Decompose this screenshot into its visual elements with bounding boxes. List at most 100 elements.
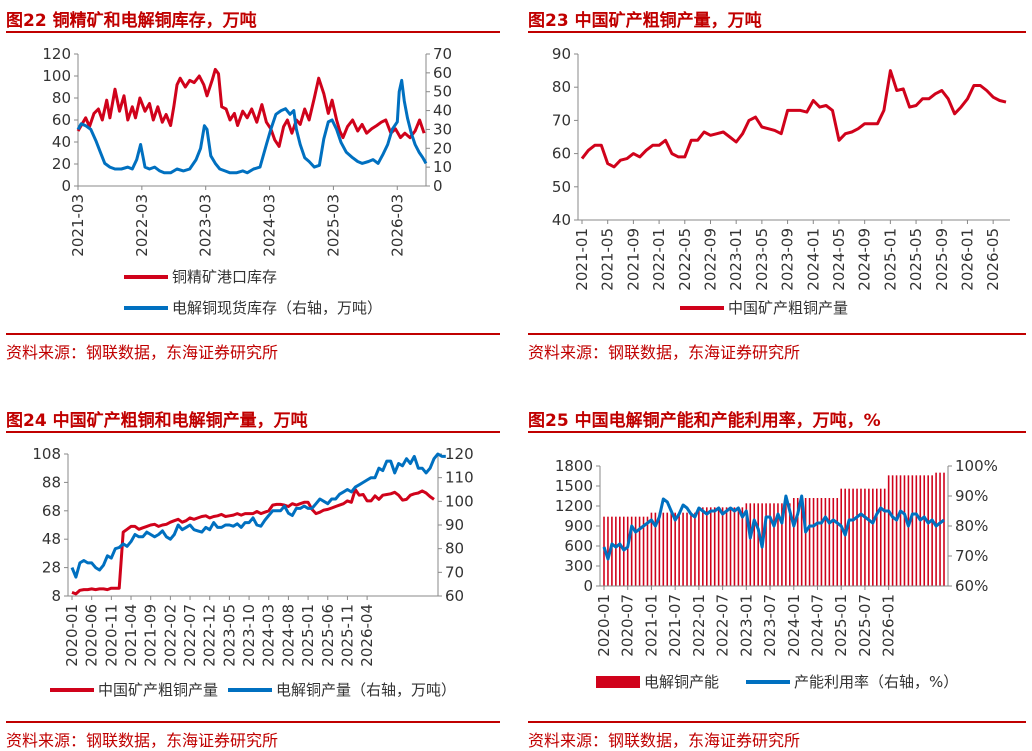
- x-tick-label: 2020-01: [63, 604, 81, 667]
- capacity-bar: [717, 507, 720, 586]
- capacity-bar: [899, 475, 902, 586]
- capacity-bar: [741, 507, 744, 586]
- source-rule: [6, 333, 500, 335]
- capacity-bar: [935, 472, 937, 586]
- y-tick-label: 20: [52, 155, 71, 173]
- y-tick-label: 120: [42, 45, 71, 63]
- capacity-bar: [820, 498, 823, 586]
- capacity-bar: [879, 488, 882, 586]
- y2-tick-label: 120: [445, 445, 474, 463]
- capacity-bar: [943, 472, 945, 586]
- capacity-bar: [666, 512, 669, 586]
- x-tick-label: 2023-09: [779, 228, 797, 291]
- x-tick-label: 2026-01: [880, 594, 898, 657]
- capacity-bar: [777, 503, 779, 586]
- y2-tick-label: 80: [445, 540, 464, 558]
- x-tick-label: 2023-05: [220, 604, 238, 667]
- series-line: [602, 494, 945, 561]
- source-note: 资料来源：钢联数据，东海证券研究所: [528, 731, 801, 750]
- capacity-bar: [848, 488, 850, 586]
- title-rule: [6, 431, 500, 433]
- title-rule: [528, 31, 1026, 33]
- y-tick-label: 70: [552, 111, 571, 129]
- y-tick-label: 40: [552, 211, 571, 229]
- x-tick-label: 2026-01: [958, 228, 976, 291]
- x-tick-label: 2021-09: [142, 604, 160, 667]
- x-tick-label: 2024-09: [856, 228, 874, 291]
- capacity-bar: [646, 516, 649, 586]
- x-tick-label: 2026-03: [388, 194, 406, 257]
- y2-tick-label: 20: [433, 139, 452, 157]
- capacity-bar: [713, 507, 716, 586]
- title-rule: [528, 431, 1026, 433]
- chart-panel-1: 图22 铜精矿和电解铜库存，万吨 0 20 40 60 80 100 120 0 10 20 30 4…: [6, 0, 506, 370]
- capacity-bar: [658, 512, 661, 586]
- y2-tick-label: 100: [445, 492, 474, 510]
- y-tick-label: 80: [52, 89, 71, 107]
- y2-tick-label: 110: [445, 469, 474, 487]
- source-note: 资料来源：钢联数据，东海证券研究所: [6, 731, 279, 750]
- capacity-bar: [919, 475, 922, 586]
- x-tick-label: 2023-10: [240, 604, 258, 667]
- series-line: [76, 78, 428, 175]
- capacity-bar: [749, 503, 752, 586]
- y-tick-label: 90: [552, 45, 571, 63]
- capacity-bar: [804, 498, 807, 586]
- x-tick-label: 2024-03: [261, 194, 279, 257]
- capacity-bar: [891, 475, 894, 586]
- x-tick-label: 2022-01: [690, 594, 708, 657]
- y-tick-label: 8: [51, 587, 61, 605]
- capacity-bar: [670, 512, 672, 586]
- capacity-bar: [789, 503, 791, 586]
- capacity-bar: [733, 507, 736, 586]
- y2-tick-label: 50: [433, 83, 452, 101]
- capacity-bar: [634, 516, 637, 586]
- x-tick-label: 2025-01: [832, 594, 850, 657]
- x-tick-label: 2026-04: [358, 604, 376, 667]
- capacity-bar: [607, 516, 609, 586]
- capacity-bar: [939, 472, 941, 586]
- capacity-bar: [792, 498, 795, 586]
- capacity-bar: [615, 516, 617, 586]
- y-tick-label: 600: [564, 537, 593, 555]
- y2-tick-label: 70: [445, 563, 464, 581]
- capacity-bar: [642, 516, 645, 586]
- x-tick-label: 2021-01: [642, 594, 660, 657]
- capacity-bar: [678, 512, 680, 586]
- capacity-bar: [626, 516, 629, 586]
- capacity-bar: [872, 488, 874, 586]
- capacity-bar: [816, 498, 819, 586]
- capacity-bar: [611, 516, 613, 586]
- capacity-bar: [638, 516, 641, 586]
- y-tick-label: 50: [552, 178, 571, 196]
- series-line: [580, 69, 1007, 169]
- y-tick-label: 0: [583, 577, 593, 595]
- capacity-bar: [887, 475, 890, 586]
- capacity-bar: [883, 488, 886, 586]
- y-tick-label: 300: [564, 557, 593, 575]
- capacity-bar: [852, 488, 854, 586]
- y2-tick-label: 60: [433, 64, 452, 82]
- legend-label: 电解铜现货库存（右轴，万吨）: [172, 299, 382, 317]
- title-rule: [6, 31, 500, 33]
- capacity-bar: [729, 507, 732, 586]
- chart-panel-4: 图25 中国电解铜产能和产能利用率，万吨，% 0 300 600 900 1200 150…: [528, 400, 1028, 750]
- y-tick-label: 1200: [555, 497, 593, 515]
- y-tick-label: 28: [42, 559, 61, 577]
- source-rule: [6, 721, 500, 723]
- y-tick-label: 900: [564, 517, 593, 535]
- y-tick-label: 60: [52, 111, 71, 129]
- y2-tick-label: 40: [433, 102, 452, 120]
- chart-title: 图22 铜精矿和电解铜库存，万吨: [6, 11, 257, 31]
- capacity-bar: [911, 475, 914, 586]
- capacity-bar: [757, 503, 759, 586]
- capacity-bar: [737, 507, 740, 586]
- x-tick-label: 2025-03: [324, 194, 342, 257]
- capacity-bar: [860, 488, 862, 586]
- capacity-bar: [785, 503, 787, 586]
- x-tick-label: 2022-03: [133, 194, 151, 257]
- legend-swatch: [596, 676, 640, 688]
- y-tick-label: 40: [52, 133, 71, 151]
- capacity-bar: [654, 512, 657, 586]
- capacity-bar: [840, 488, 842, 586]
